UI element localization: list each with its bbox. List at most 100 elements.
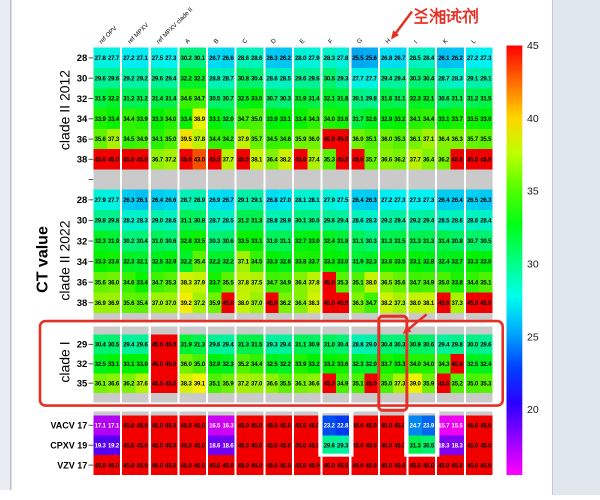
svg-text:37.5: 37.5 bbox=[251, 280, 263, 286]
svg-text:45.0: 45.0 bbox=[108, 463, 120, 469]
svg-text:40: 40 bbox=[527, 113, 539, 125]
svg-text:45.0: 45.0 bbox=[251, 443, 263, 449]
svg-text:45.0: 45.0 bbox=[238, 463, 250, 469]
svg-text:31.6: 31.6 bbox=[381, 97, 393, 103]
svg-text:E: E bbox=[298, 38, 306, 46]
svg-text:clade I: clade I bbox=[57, 341, 73, 382]
svg-text:19.3: 19.3 bbox=[95, 443, 107, 449]
svg-text:27.3: 27.3 bbox=[165, 56, 177, 62]
svg-text:36.4: 36.4 bbox=[295, 280, 307, 286]
svg-text:16.5: 16.5 bbox=[209, 424, 221, 430]
svg-text:28: 28 bbox=[77, 195, 88, 206]
svg-text:37.3: 37.3 bbox=[452, 301, 464, 307]
svg-text:33.0: 33.0 bbox=[480, 117, 492, 123]
svg-text:45.0: 45.0 bbox=[95, 158, 107, 164]
svg-text:33.1: 33.1 bbox=[251, 239, 263, 245]
svg-text:29.6: 29.6 bbox=[308, 76, 320, 82]
svg-text:35.0: 35.0 bbox=[165, 137, 177, 143]
svg-text:26.8: 26.8 bbox=[266, 198, 278, 204]
svg-text:29.6: 29.6 bbox=[295, 76, 307, 82]
svg-text:26.3: 26.3 bbox=[366, 198, 378, 204]
svg-text:28.8: 28.8 bbox=[209, 76, 221, 82]
svg-text:34.6: 34.6 bbox=[280, 137, 292, 143]
svg-text:34.2: 34.2 bbox=[222, 137, 234, 143]
svg-text:31.1: 31.1 bbox=[280, 239, 292, 245]
svg-text:L: L bbox=[470, 38, 478, 46]
svg-text:32.0: 32.0 bbox=[222, 117, 234, 123]
svg-text:45.0: 45.0 bbox=[452, 463, 464, 469]
svg-text:43.0: 43.0 bbox=[194, 158, 206, 164]
svg-text:18.6: 18.6 bbox=[209, 443, 221, 449]
svg-text:32.5: 32.5 bbox=[266, 362, 278, 368]
svg-text:35.9: 35.9 bbox=[295, 137, 307, 143]
svg-text:45.0: 45.0 bbox=[194, 443, 206, 449]
svg-text:39.0: 39.0 bbox=[410, 381, 422, 387]
svg-text:45.0: 45.0 bbox=[352, 424, 364, 430]
svg-text:32.3: 32.3 bbox=[95, 239, 107, 245]
svg-text:37.3: 37.3 bbox=[394, 301, 406, 307]
svg-text:45.0: 45.0 bbox=[295, 463, 307, 469]
svg-text:38: 38 bbox=[77, 155, 88, 166]
svg-text:31.9: 31.9 bbox=[295, 97, 307, 103]
svg-text:31.4: 31.4 bbox=[438, 239, 450, 245]
svg-text:27.5: 27.5 bbox=[337, 198, 349, 204]
svg-text:35.9: 35.9 bbox=[423, 381, 435, 387]
svg-text:33.0: 33.0 bbox=[251, 97, 263, 103]
svg-text:34.7: 34.7 bbox=[152, 280, 164, 286]
svg-text:45.0: 45.0 bbox=[324, 137, 336, 143]
svg-text:36.0: 36.0 bbox=[308, 137, 320, 143]
svg-text:45.0: 45.0 bbox=[137, 443, 149, 449]
svg-text:32.3: 32.3 bbox=[222, 362, 234, 368]
svg-text:29.1: 29.1 bbox=[238, 198, 250, 204]
svg-text:30.6: 30.6 bbox=[423, 343, 435, 349]
svg-text:27.8: 27.8 bbox=[337, 56, 349, 62]
svg-text:26.3: 26.3 bbox=[266, 56, 278, 62]
svg-text:34.6: 34.6 bbox=[181, 97, 193, 103]
svg-text:28.0: 28.0 bbox=[295, 56, 307, 62]
svg-text:32.2: 32.2 bbox=[280, 362, 292, 368]
svg-text:29.6: 29.6 bbox=[209, 343, 221, 349]
svg-text:27.3: 27.3 bbox=[423, 198, 435, 204]
svg-text:45.0: 45.0 bbox=[337, 463, 349, 469]
svg-text:30.7: 30.7 bbox=[222, 97, 234, 103]
svg-text:32.2: 32.2 bbox=[194, 76, 206, 82]
svg-text:37.9: 37.9 bbox=[194, 280, 206, 286]
svg-text:30.4: 30.4 bbox=[251, 76, 263, 82]
svg-text:30.8: 30.8 bbox=[238, 76, 250, 82]
svg-text:45.0: 45.0 bbox=[137, 463, 149, 469]
svg-text:29.8: 29.8 bbox=[452, 343, 464, 349]
svg-text:29.4: 29.4 bbox=[222, 343, 234, 349]
svg-text:30.3: 30.3 bbox=[394, 343, 406, 349]
svg-text:45.0: 45.0 bbox=[165, 463, 177, 469]
svg-text:45.0: 45.0 bbox=[95, 463, 107, 469]
svg-text:45.0: 45.0 bbox=[152, 443, 164, 449]
svg-text:27.2: 27.2 bbox=[467, 56, 479, 62]
svg-text:clade II 2012: clade II 2012 bbox=[57, 70, 73, 150]
svg-text:45.0: 45.0 bbox=[165, 381, 177, 387]
svg-text:29.8: 29.8 bbox=[366, 97, 378, 103]
svg-text:36.9: 36.9 bbox=[95, 301, 107, 307]
svg-text:35.7: 35.7 bbox=[366, 158, 378, 164]
svg-text:37.8: 37.8 bbox=[194, 137, 206, 143]
svg-text:45.0: 45.0 bbox=[280, 424, 292, 430]
svg-text:36.5: 36.5 bbox=[381, 280, 393, 286]
svg-text:45.0: 45.0 bbox=[366, 381, 378, 387]
svg-text:45.0: 45.0 bbox=[381, 463, 393, 469]
svg-text:28.2: 28.2 bbox=[123, 219, 135, 225]
svg-text:45.0: 45.0 bbox=[194, 463, 206, 469]
svg-text:32.7: 32.7 bbox=[295, 239, 307, 245]
svg-text:B: B bbox=[213, 38, 221, 46]
svg-text:26.5: 26.5 bbox=[467, 198, 479, 204]
svg-text:30.9: 30.9 bbox=[410, 343, 422, 349]
svg-text:36.1: 36.1 bbox=[95, 381, 107, 387]
svg-text:45.0: 45.0 bbox=[266, 424, 278, 430]
svg-text:30.5: 30.5 bbox=[324, 76, 336, 82]
svg-text:31.5: 31.5 bbox=[251, 343, 263, 349]
svg-text:28.5: 28.5 bbox=[280, 76, 292, 82]
svg-text:33.0: 33.0 bbox=[337, 260, 349, 266]
svg-text:VZV 17: VZV 17 bbox=[57, 460, 87, 470]
svg-text:26.7: 26.7 bbox=[394, 56, 406, 62]
svg-text:33.6: 33.6 bbox=[337, 117, 349, 123]
svg-text:34.0: 34.0 bbox=[165, 117, 177, 123]
svg-text:45.0: 45.0 bbox=[238, 424, 250, 430]
